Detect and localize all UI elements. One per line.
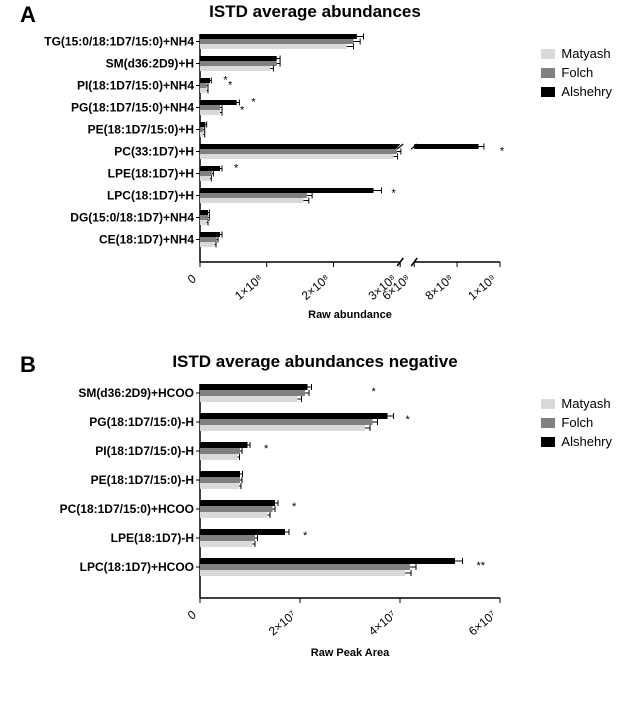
- svg-text:Raw abundance: Raw abundance: [308, 309, 392, 321]
- chart-A-wrap: 01×10⁸2×10⁸3×10⁸6×10⁸8×10⁸1×10⁹TG(15:0/1…: [20, 30, 610, 335]
- legend-B: Matyash Folch Alshehry: [541, 396, 612, 453]
- svg-text:1×10⁸: 1×10⁸: [232, 272, 266, 303]
- svg-text:Raw Peak Area: Raw Peak Area: [311, 647, 390, 659]
- svg-text:8×10⁸: 8×10⁸: [422, 272, 456, 303]
- svg-text:PG(18:1D7/15:0)+NH4: PG(18:1D7/15:0)+NH4: [71, 101, 194, 115]
- svg-text:6×10⁷: 6×10⁷: [466, 608, 499, 639]
- svg-text:PC(18:1D7/15:0)+HCOO: PC(18:1D7/15:0)+HCOO: [60, 502, 194, 516]
- legend-swatch-alshehry: [541, 437, 555, 447]
- legend-A: Matyash Folch Alshehry: [541, 46, 612, 103]
- legend-label-folch: Folch: [561, 415, 593, 430]
- chart-B-wrap: 0 2×10⁷ 4×10⁷ 6×10⁷ SM(d36:2D9)+HCOO * PG(18:1…: [20, 380, 610, 705]
- legend-label-alshehry: Alshehry: [561, 84, 612, 99]
- svg-text:*: *: [251, 97, 256, 109]
- legend-item-matyash: Matyash: [541, 396, 612, 411]
- svg-text:LPC(18:1D7)+H: LPC(18:1D7)+H: [107, 189, 194, 203]
- svg-text:*: *: [372, 386, 377, 398]
- legend-item-folch: Folch: [541, 65, 612, 80]
- svg-text:*: *: [500, 146, 505, 158]
- svg-text:1×10⁹: 1×10⁹: [465, 272, 499, 303]
- panel-A-title: ISTD average abundances: [0, 2, 630, 22]
- panel-B: B ISTD average abundances negative 02×10…: [0, 350, 630, 710]
- legend-label-folch: Folch: [561, 65, 593, 80]
- panel-B-title: ISTD average abundances negative: [0, 352, 630, 372]
- svg-text:*: *: [292, 501, 297, 513]
- svg-text:0: 0: [185, 607, 199, 622]
- legend-swatch-alshehry: [541, 87, 555, 97]
- svg-text:TG(15:0/18:1D7/15:0)+NH4: TG(15:0/18:1D7/15:0)+NH4: [44, 35, 194, 49]
- legend-label-matyash: Matyash: [561, 46, 610, 61]
- legend-item-alshehry: Alshehry: [541, 434, 612, 449]
- svg-text:SM(d36:2D9)+H: SM(d36:2D9)+H: [106, 57, 194, 71]
- chart-A-svg: 01×10⁸2×10⁸3×10⁸6×10⁸8×10⁸1×10⁹TG(15:0/1…: [20, 30, 610, 330]
- svg-text:LPC(18:1D7)+HCOO: LPC(18:1D7)+HCOO: [80, 560, 194, 574]
- svg-text:SM(d36:2D9)+HCOO: SM(d36:2D9)+HCOO: [78, 386, 194, 400]
- svg-text:PC(33:1D7)+H: PC(33:1D7)+H: [114, 145, 194, 159]
- legend-swatch-matyash: [541, 49, 555, 59]
- svg-text:PI(18:1D7/15:0)-H: PI(18:1D7/15:0)-H: [95, 444, 194, 458]
- legend-item-matyash: Matyash: [541, 46, 612, 61]
- svg-text:*: *: [303, 530, 308, 542]
- svg-text:LPE(18:1D7)+H: LPE(18:1D7)+H: [108, 167, 194, 181]
- svg-text:*: *: [406, 414, 411, 426]
- svg-text:0: 0: [185, 271, 199, 286]
- legend-label-matyash: Matyash: [561, 396, 610, 411]
- svg-text:PE(18:1D7/15:0)+H: PE(18:1D7/15:0)+H: [88, 123, 194, 137]
- svg-text:*: *: [392, 188, 397, 200]
- svg-text:PG(18:1D7/15:0)-H: PG(18:1D7/15:0)-H: [89, 415, 194, 429]
- svg-text:2×10⁷: 2×10⁷: [266, 608, 299, 639]
- svg-text:*: *: [228, 80, 233, 92]
- svg-text:PI(18:1D7/15:0)+NH4: PI(18:1D7/15:0)+NH4: [77, 79, 194, 93]
- svg-text:LPE(18:1D7)-H: LPE(18:1D7)-H: [111, 531, 194, 545]
- svg-text:DG(15:0/18:1D7)+NH4: DG(15:0/18:1D7)+NH4: [70, 211, 194, 225]
- chart-B-svg: 0 2×10⁷ 4×10⁷ 6×10⁷ SM(d36:2D9)+HCOO * PG(18:1…: [20, 380, 610, 700]
- legend-item-alshehry: Alshehry: [541, 84, 612, 99]
- svg-text:2×10⁸: 2×10⁸: [299, 272, 333, 303]
- legend-swatch-matyash: [541, 399, 555, 409]
- svg-text:PE(18:1D7/15:0)-H: PE(18:1D7/15:0)-H: [91, 473, 194, 487]
- svg-text:**: **: [477, 560, 486, 572]
- legend-label-alshehry: Alshehry: [561, 434, 612, 449]
- legend-item-folch: Folch: [541, 415, 612, 430]
- svg-text:*: *: [240, 105, 245, 117]
- svg-text:*: *: [264, 443, 269, 455]
- panel-A: A ISTD average abundances 01×10⁸2×10⁸3×1…: [0, 0, 630, 340]
- svg-text:*: *: [234, 163, 239, 175]
- legend-swatch-folch: [541, 418, 555, 428]
- legend-swatch-folch: [541, 68, 555, 78]
- svg-text:CE(18:1D7)+NH4: CE(18:1D7)+NH4: [99, 233, 194, 247]
- figure-page: A ISTD average abundances 01×10⁸2×10⁸3×1…: [0, 0, 630, 711]
- svg-text:4×10⁷: 4×10⁷: [366, 608, 399, 639]
